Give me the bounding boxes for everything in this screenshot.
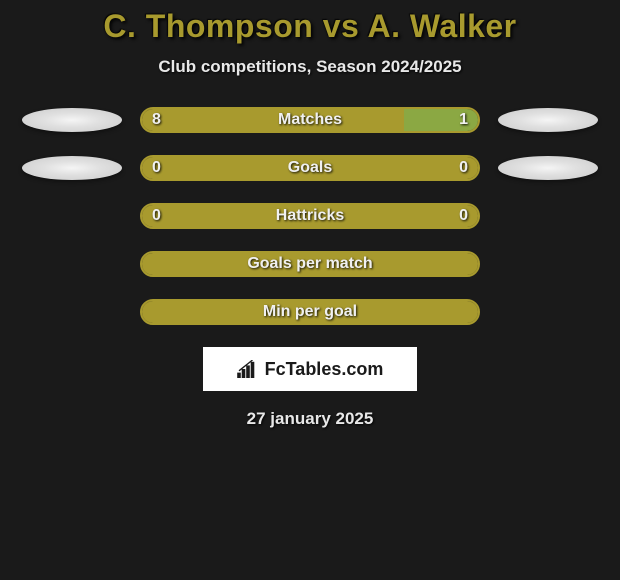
stat-bar-gpm: Goals per match — [140, 251, 480, 277]
brand-box[interactable]: FcTables.com — [203, 347, 417, 391]
stat-value-left: 0 — [152, 159, 161, 177]
player-left-shadow — [22, 156, 122, 180]
stat-bar-goals: 0 Goals 0 — [140, 155, 480, 181]
stat-value-left: 8 — [152, 111, 161, 129]
stat-label: Hattricks — [276, 207, 344, 225]
stat-bar-full: Goals per match — [142, 253, 478, 275]
stat-value-right: 0 — [459, 159, 468, 177]
stat-bar-matches: 8 Matches 1 — [140, 107, 480, 133]
stat-value-right: 0 — [459, 207, 468, 225]
stat-bar-mpg: Min per goal — [140, 299, 480, 325]
stat-row-goals: 0 Goals 0 — [0, 155, 620, 181]
stat-bar-right: 1 — [404, 109, 478, 131]
date-text: 27 january 2025 — [0, 409, 620, 429]
stat-row-hattricks: 0 Hattricks 0 — [0, 203, 620, 229]
player-left-shadow — [22, 108, 122, 132]
brand-logo-icon — [237, 360, 259, 378]
player-right-shadow — [498, 156, 598, 180]
stat-bar-hattricks: 0 Hattricks 0 — [140, 203, 480, 229]
page-title: C. Thompson vs A. Walker — [0, 8, 620, 45]
stat-bar-left: 8 — [142, 109, 404, 131]
brand-text: FcTables.com — [265, 359, 384, 380]
stat-label: Matches — [278, 111, 342, 129]
stat-bar-full: 0 Hattricks 0 — [142, 205, 478, 227]
stat-value-right: 1 — [459, 111, 468, 129]
stat-bar-full: 0 Goals 0 — [142, 157, 478, 179]
player-right-shadow — [498, 108, 598, 132]
stats-area: 8 Matches 1 0 Goals 0 — [0, 107, 620, 325]
stat-label: Goals per match — [247, 255, 372, 273]
subtitle: Club competitions, Season 2024/2025 — [0, 57, 620, 77]
stat-label: Min per goal — [263, 303, 357, 321]
stat-value-left: 0 — [152, 207, 161, 225]
stat-bar-full: Min per goal — [142, 301, 478, 323]
stat-row-mpg: Min per goal — [0, 299, 620, 325]
stat-label: Goals — [288, 159, 332, 177]
stat-row-matches: 8 Matches 1 — [0, 107, 620, 133]
main-container: C. Thompson vs A. Walker Club competitio… — [0, 0, 620, 429]
stat-row-gpm: Goals per match — [0, 251, 620, 277]
